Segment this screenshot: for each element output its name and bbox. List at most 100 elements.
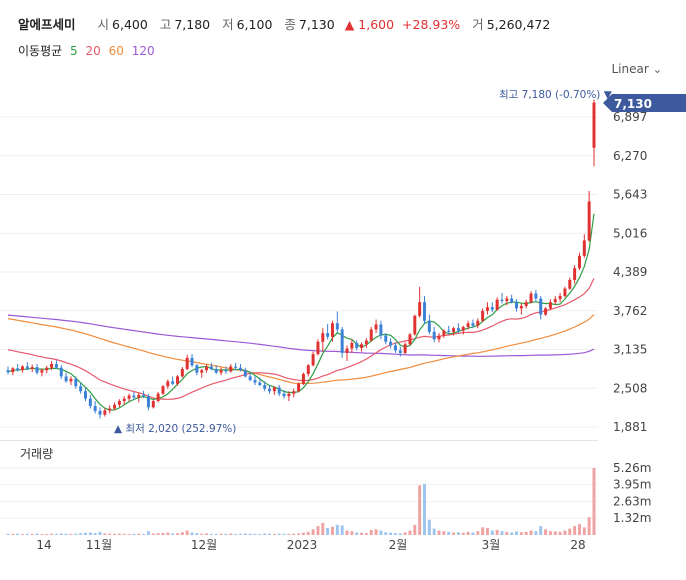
candle-body bbox=[185, 357, 189, 369]
candle-body bbox=[466, 323, 470, 327]
candle-body bbox=[408, 334, 412, 345]
candle-body bbox=[142, 394, 146, 397]
low-annotation: ▲ 최저 2,020 (252.97%) bbox=[114, 423, 236, 435]
candle-body bbox=[224, 370, 228, 372]
volume-bar bbox=[229, 533, 233, 535]
candle-body bbox=[534, 293, 538, 299]
volume-bar bbox=[544, 529, 548, 535]
candle-body bbox=[263, 385, 267, 389]
candle-body bbox=[452, 328, 456, 332]
volume-bar bbox=[11, 533, 15, 535]
candle-body bbox=[40, 370, 44, 373]
scale-selector[interactable]: Linear ⌄ bbox=[611, 62, 662, 76]
volume-bar bbox=[238, 533, 242, 535]
volume-bar bbox=[214, 533, 218, 535]
price-tick-label: 3,135 bbox=[613, 343, 647, 357]
volume-bar bbox=[519, 532, 523, 535]
low-value: 6,100 bbox=[236, 17, 273, 32]
volume-bar bbox=[253, 533, 257, 535]
volume-bar bbox=[282, 533, 286, 535]
volume-bar bbox=[316, 526, 320, 535]
volume-bar bbox=[350, 531, 354, 535]
candle-body bbox=[195, 365, 199, 373]
volume-bar bbox=[35, 533, 39, 535]
volume-bar bbox=[54, 533, 58, 535]
candle-body bbox=[209, 366, 213, 369]
volume-bar bbox=[330, 526, 334, 535]
candle-body bbox=[166, 381, 170, 387]
candle-body bbox=[132, 395, 136, 398]
candle-body bbox=[442, 330, 446, 336]
price-tick-label: 4,389 bbox=[613, 265, 647, 279]
volume-bar bbox=[64, 533, 68, 535]
candle-body bbox=[306, 365, 310, 374]
volume-bar bbox=[287, 533, 291, 535]
ma-60-line bbox=[7, 314, 595, 385]
candle-body bbox=[573, 268, 577, 280]
candle-body bbox=[340, 329, 344, 353]
volume-bar bbox=[505, 531, 509, 535]
volume-bar bbox=[21, 534, 25, 535]
high-value: 7,180 bbox=[174, 17, 211, 32]
open-label: 시 bbox=[97, 17, 110, 32]
moving-average-lines bbox=[7, 213, 595, 411]
volume-bar bbox=[471, 532, 475, 535]
candle-body bbox=[108, 408, 112, 411]
candle-body bbox=[83, 391, 87, 399]
candle-body bbox=[190, 357, 194, 366]
candle-body bbox=[50, 364, 54, 368]
volume-bar bbox=[476, 531, 480, 535]
volume-bar bbox=[195, 533, 199, 535]
moving-average-legend[interactable]: 이동평균 5 20 60 120 bbox=[18, 42, 159, 59]
volume-bar bbox=[219, 533, 223, 535]
candle-body bbox=[476, 320, 480, 326]
change-percent: +28.93% bbox=[402, 17, 461, 32]
candle-body bbox=[577, 255, 581, 269]
candle-body bbox=[30, 367, 34, 369]
volume-bar bbox=[461, 532, 465, 535]
time-tick-label: 11월 bbox=[86, 538, 112, 552]
volume-bar bbox=[180, 532, 184, 535]
volume-bar bbox=[166, 532, 170, 535]
candle-body bbox=[151, 401, 155, 408]
candlestick-series bbox=[6, 99, 596, 419]
candle-body bbox=[427, 320, 431, 332]
volume-label: 거 bbox=[472, 17, 484, 32]
candle-body bbox=[122, 398, 126, 402]
volume-bar bbox=[539, 526, 543, 535]
candle-body bbox=[54, 364, 58, 368]
volume-bar bbox=[205, 533, 209, 535]
candle-body bbox=[403, 344, 407, 353]
price-tick-label: 5,643 bbox=[613, 188, 647, 202]
volume-bar bbox=[374, 529, 378, 535]
candle-body bbox=[98, 410, 102, 415]
candle-body bbox=[515, 302, 519, 309]
scale-mode-label: Linear bbox=[611, 62, 649, 76]
candle-body bbox=[437, 335, 441, 340]
candle-body bbox=[59, 367, 63, 377]
candle-body bbox=[35, 367, 39, 373]
volume-bar bbox=[345, 530, 349, 535]
volume-bar bbox=[161, 532, 165, 535]
volume-bar bbox=[132, 533, 136, 535]
candle-body bbox=[505, 298, 509, 301]
volume-bar bbox=[185, 530, 189, 535]
volume-bar bbox=[108, 533, 112, 535]
volume-bar bbox=[379, 530, 383, 535]
candle-body bbox=[176, 376, 179, 384]
volume-tick-label: 3.95m bbox=[613, 478, 651, 492]
last-price-tag-shape bbox=[603, 94, 686, 112]
candle-body bbox=[355, 343, 359, 348]
stock-name[interactable]: 알에프세미 bbox=[18, 17, 76, 32]
volume-bar bbox=[524, 531, 528, 535]
candle-body bbox=[137, 394, 141, 398]
candle-body bbox=[64, 376, 68, 382]
candle-body bbox=[345, 348, 349, 353]
candle-body bbox=[93, 406, 97, 411]
volume-bar bbox=[142, 533, 146, 535]
volume-bar bbox=[360, 532, 364, 535]
close-label: 종 bbox=[284, 17, 296, 32]
volume-bar bbox=[156, 533, 160, 535]
volume-bar bbox=[481, 527, 485, 535]
